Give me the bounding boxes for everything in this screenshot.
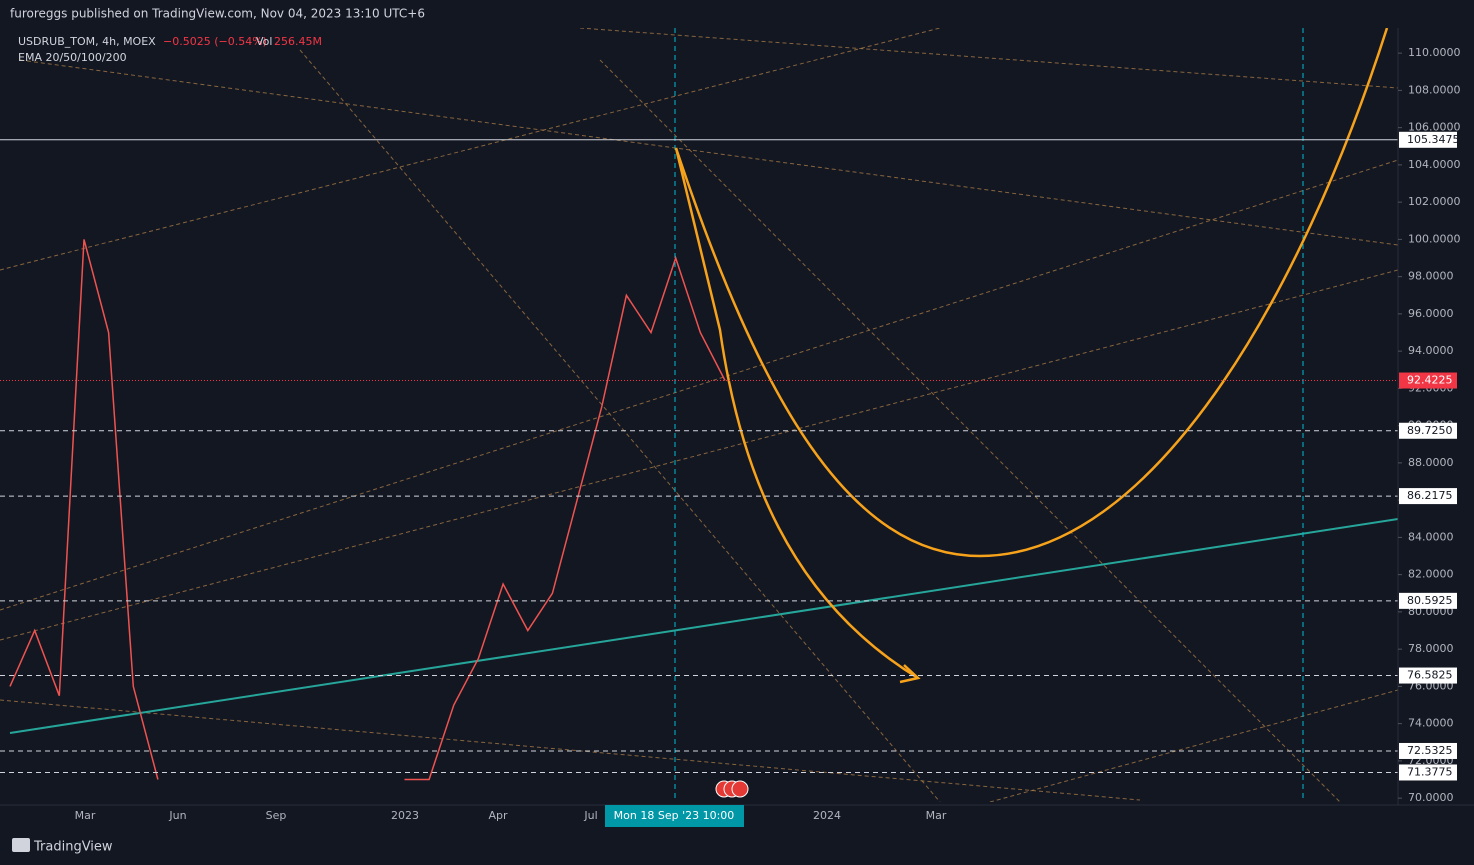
price-tick-label: 100.0000 xyxy=(1408,232,1461,245)
price-tick-label: 94.0000 xyxy=(1408,344,1454,357)
plot-marks xyxy=(0,139,1398,781)
trendline xyxy=(0,269,1398,641)
brand-name[interactable]: TradingView xyxy=(33,840,113,855)
price-tick-label: 88.0000 xyxy=(1408,456,1454,469)
time-tick-label: Mar xyxy=(75,809,96,822)
time-tick-label: Apr xyxy=(488,809,508,822)
price-level-label: 86.2175 xyxy=(1407,489,1453,502)
price-level-label: 72.5325 xyxy=(1407,744,1453,757)
price-tick-label: 70.0000 xyxy=(1408,791,1454,804)
projection-curve xyxy=(674,28,1389,558)
price-tick-label: 96.0000 xyxy=(1408,307,1454,320)
crosshair-time-box xyxy=(605,805,744,827)
price-tick-label: 102.0000 xyxy=(1408,195,1461,208)
price-line xyxy=(9,239,726,781)
price-level-box xyxy=(1399,764,1457,781)
price-tick-label: 98.0000 xyxy=(1408,270,1454,283)
trendline xyxy=(0,699,1141,801)
crosshair-time-label: Mon 18 Sep '23 10:00 xyxy=(614,809,735,822)
price-level-label: 92.4225 xyxy=(1407,374,1453,387)
price-tick-label: 106.0000 xyxy=(1408,121,1461,134)
price-tick-label: 110.0000 xyxy=(1408,46,1461,59)
symbol: USDRUB_TOM, 4h, MOEX xyxy=(18,35,156,48)
trendline xyxy=(0,28,941,271)
indicator-name: EMA 20/50/100/200 xyxy=(18,51,127,64)
price-tick-label: 104.0000 xyxy=(1408,158,1461,171)
trendline xyxy=(19,59,1398,246)
price-level-label: 76.5825 xyxy=(1407,669,1453,682)
price-tick-label: 108.0000 xyxy=(1408,83,1461,96)
price-level-label: 71.3775 xyxy=(1407,765,1453,778)
brand-logo xyxy=(12,838,30,852)
price-tick-label: 82.0000 xyxy=(1408,568,1454,581)
time-tick-label: Jun xyxy=(168,809,186,822)
trendline xyxy=(299,49,941,802)
price-level-box xyxy=(1399,422,1457,439)
support-line xyxy=(9,518,1398,734)
volume-value: 256.45M xyxy=(274,35,322,48)
trendline xyxy=(989,689,1398,802)
price-level-label: 80.5925 xyxy=(1407,594,1453,607)
price-level-box xyxy=(1399,667,1457,684)
event-icon[interactable] xyxy=(731,780,749,798)
price-level-box xyxy=(1399,131,1457,148)
publish-info: furoreggs published on TradingView.com, … xyxy=(10,7,425,21)
price-level-box xyxy=(1399,372,1457,389)
price-tick-label: 78.0000 xyxy=(1408,642,1454,655)
time-tick-label: Mar xyxy=(926,809,947,822)
trendline xyxy=(579,28,1398,89)
time-tick-label: 2023 xyxy=(391,809,419,822)
time-tick-label: Sep xyxy=(266,809,287,822)
price-tick-label: 74.0000 xyxy=(1408,717,1454,730)
time-tick-label: 2024 xyxy=(813,809,841,822)
projection-curve xyxy=(674,147,919,680)
price-change: −0.5025 (−0.54%) xyxy=(163,35,267,48)
price-level-box xyxy=(1399,742,1457,759)
price-level-label: 105.3475 xyxy=(1407,133,1460,146)
projection-arrowhead xyxy=(899,664,921,684)
drawings xyxy=(0,28,1398,802)
volume-label: Vol xyxy=(256,35,272,48)
time-tick-label: Jul xyxy=(583,809,597,822)
price-level-box xyxy=(1399,488,1457,505)
price-tick-label: 84.0000 xyxy=(1408,530,1454,543)
price-level-box xyxy=(1399,592,1457,609)
price-level-label: 89.7250 xyxy=(1407,424,1453,437)
